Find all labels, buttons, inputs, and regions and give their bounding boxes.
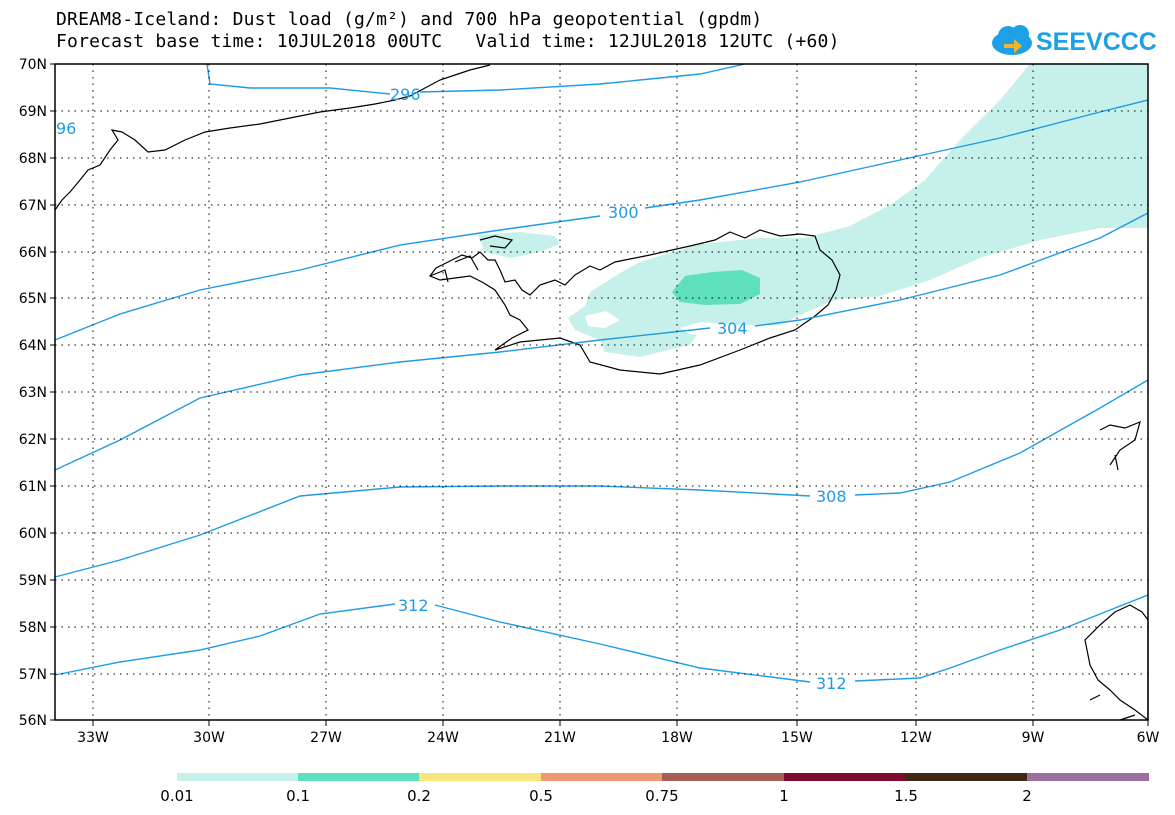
colorbar: 0.01 0.1 0.2 0.5 0.75 1 1.5 2 bbox=[160, 773, 1149, 805]
contour-label-edge: 96 bbox=[56, 119, 76, 138]
lon-label: 18W bbox=[661, 730, 693, 746]
contour-label: 312 bbox=[816, 674, 847, 693]
colorbar-segment bbox=[662, 773, 784, 781]
contour-312 bbox=[54, 594, 1149, 683]
colorbar-segment bbox=[541, 773, 662, 781]
lat-label: 65N bbox=[19, 291, 47, 307]
contour-label: 312 bbox=[398, 596, 429, 615]
lat-label: 56N bbox=[19, 713, 47, 729]
lat-label: 57N bbox=[19, 667, 47, 683]
cloud-logo-icon bbox=[992, 25, 1032, 55]
lon-label: 12W bbox=[900, 730, 932, 746]
lon-label: 33W bbox=[77, 730, 109, 746]
contour-label-group: 296 300 304 308 312 312 96 bbox=[56, 85, 847, 693]
lat-label: 70N bbox=[19, 57, 47, 73]
lon-label: 9W bbox=[1022, 730, 1045, 746]
iceland-westfjords-detail bbox=[429, 235, 514, 283]
contour-label: 296 bbox=[390, 85, 421, 104]
colorbar-segment bbox=[419, 773, 541, 781]
colorbar-segment bbox=[1027, 773, 1149, 781]
dust-west-light bbox=[478, 232, 560, 258]
colorbar-segment bbox=[298, 773, 419, 781]
contour-304 bbox=[54, 212, 1149, 471]
map-subtitle: Forecast base time: 10JUL2018 00UTC Vali… bbox=[56, 31, 840, 52]
latitude-axis: 70N 69N 68N 67N 66N 65N 64N 63N 62N 61N … bbox=[19, 57, 55, 729]
longitude-axis: 33W 30W 27W 24W 21W 18W 15W 12W 9W 6W bbox=[77, 720, 1160, 746]
dust-plume-light bbox=[568, 64, 1148, 357]
contour-300 bbox=[54, 99, 1149, 341]
colorbar-tick-label: 0.5 bbox=[529, 787, 553, 805]
colorbar-tick-label: 2 bbox=[1022, 787, 1032, 805]
dust-plume-white-hole-2 bbox=[680, 322, 745, 336]
colorbar-segment bbox=[177, 773, 298, 781]
dust-core-mid bbox=[672, 270, 760, 305]
seevccc-logo: SEEVCCC bbox=[992, 25, 1157, 56]
dust-plume-white-hole bbox=[585, 311, 620, 328]
map-title: DREAM8-Iceland: Dust load (g/m²) and 700… bbox=[56, 9, 763, 30]
lon-label: 15W bbox=[781, 730, 813, 746]
lon-label: 24W bbox=[427, 730, 459, 746]
lat-label: 62N bbox=[19, 432, 47, 448]
lat-label: 64N bbox=[19, 338, 47, 354]
lon-label: 30W bbox=[193, 730, 225, 746]
colorbar-tick-label: 0.1 bbox=[286, 787, 310, 805]
lat-label: 59N bbox=[19, 573, 47, 589]
greenland-coastline bbox=[54, 64, 491, 211]
colorbar-tick-label: 0.01 bbox=[160, 787, 193, 805]
geopotential-contours bbox=[54, 63, 1149, 683]
contour-label: 304 bbox=[717, 319, 748, 338]
iceland-coastline bbox=[429, 229, 841, 375]
colorbar-tick-label: 0.75 bbox=[645, 787, 678, 805]
lat-label: 68N bbox=[19, 151, 47, 167]
logo-text: SEEVCCC bbox=[1036, 28, 1157, 56]
contour-308 bbox=[54, 379, 1149, 578]
colorbar-tick-label: 0.2 bbox=[407, 787, 431, 805]
lon-label: 21W bbox=[544, 730, 576, 746]
lat-label: 58N bbox=[19, 620, 47, 636]
lat-label: 61N bbox=[19, 479, 47, 495]
lat-label: 63N bbox=[19, 385, 47, 401]
lat-label: 69N bbox=[19, 104, 47, 120]
colorbar-segment bbox=[906, 773, 1027, 781]
lat-label: 60N bbox=[19, 526, 47, 542]
scotland-islands bbox=[1084, 420, 1149, 722]
colorbar-segment bbox=[784, 773, 906, 781]
colorbar-tick-label: 1 bbox=[779, 787, 789, 805]
lon-label: 27W bbox=[310, 730, 342, 746]
gridlines bbox=[55, 64, 1148, 720]
contour-label: 308 bbox=[816, 487, 847, 506]
colorbar-tick-label: 1.5 bbox=[894, 787, 918, 805]
dust-load-field bbox=[478, 64, 1148, 357]
lat-label: 67N bbox=[19, 198, 47, 214]
contour-label: 300 bbox=[608, 203, 639, 222]
lon-label: 6W bbox=[1137, 730, 1160, 746]
lat-label: 66N bbox=[19, 245, 47, 261]
